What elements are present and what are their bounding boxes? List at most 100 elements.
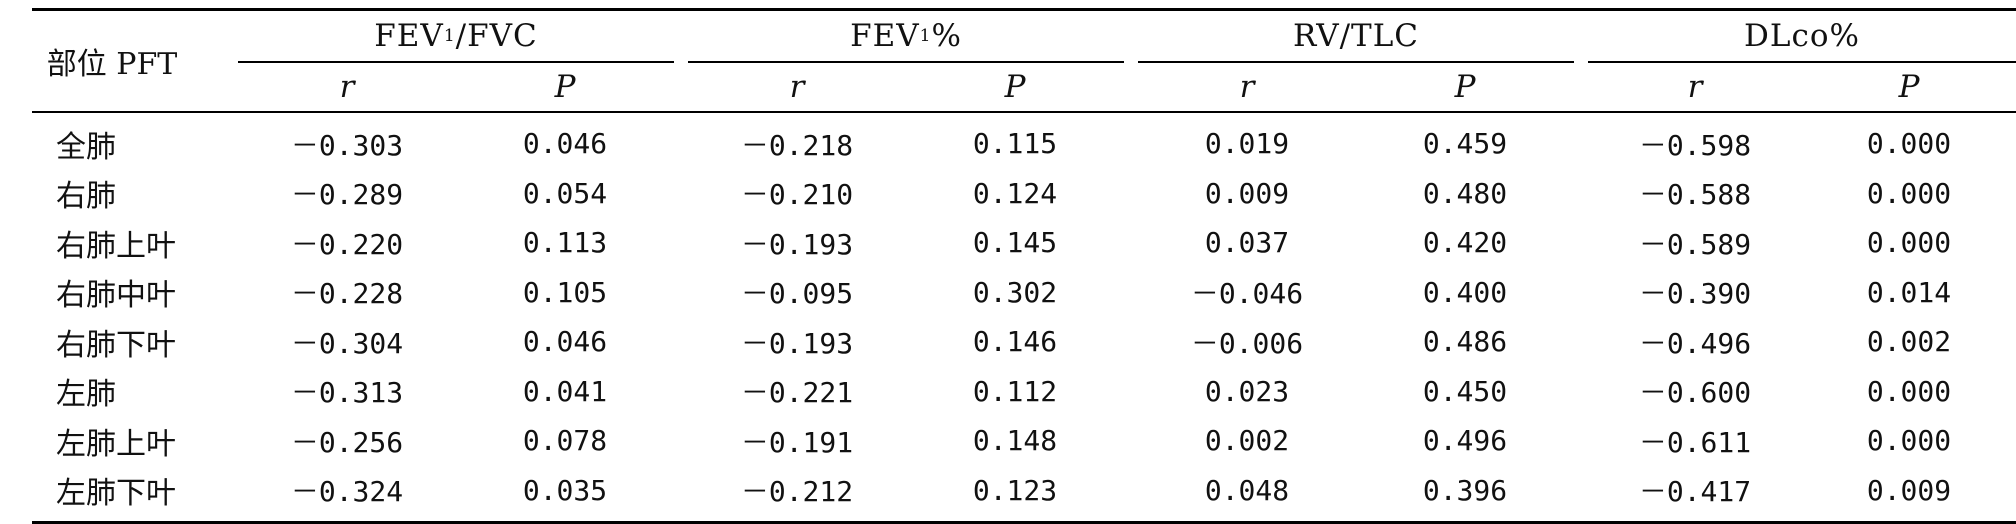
cell-fev1-fvc-r: －0.304 bbox=[290, 326, 404, 360]
cell-rv-tlc-p: 0.396 bbox=[1422, 473, 1508, 507]
cell-dlco-percent-r: －0.390 bbox=[1638, 277, 1752, 311]
cell-fev1-percent-r: －0.193 bbox=[740, 227, 854, 261]
stub-header: 部位 PFT bbox=[46, 47, 178, 82]
cell-rv-tlc-r: 0.037 bbox=[1204, 226, 1290, 260]
group-header-dlco-percent: DLco% r P bbox=[1588, 11, 2016, 111]
row-label: 右肺下叶 bbox=[56, 327, 176, 363]
table-row: 左肺下叶 －0.324 0.035 －0.212 0.123 0.048 0.3… bbox=[32, 466, 2016, 516]
cell-fev1-percent-p: 0.145 bbox=[972, 226, 1058, 260]
subheader-p: P bbox=[1898, 69, 1920, 105]
cell-fev1-percent-r: －0.095 bbox=[740, 277, 854, 311]
cell-fev1-fvc-r: －0.220 bbox=[290, 227, 404, 261]
cell-fev1-fvc-r: －0.228 bbox=[290, 277, 404, 311]
group-title-prefix: FEV bbox=[374, 18, 444, 54]
group-title: FEV 1/FVC bbox=[374, 18, 538, 54]
cell-rv-tlc-r: 0.009 bbox=[1204, 176, 1290, 210]
cell-fev1-fvc-r: －0.313 bbox=[290, 376, 404, 410]
cell-fev1-fvc-p: 0.046 bbox=[522, 325, 608, 359]
group-title: FEV 1% bbox=[850, 18, 962, 54]
cell-fev1-fvc-r: －0.256 bbox=[290, 425, 404, 459]
cell-dlco-percent-p: 0.000 bbox=[1866, 226, 1952, 260]
group-rule bbox=[688, 61, 1124, 63]
group-title-suffix: % bbox=[931, 18, 962, 54]
cell-dlco-percent-r: －0.496 bbox=[1638, 326, 1752, 360]
row-label: 左肺上叶 bbox=[56, 426, 176, 462]
cell-fev1-percent-p: 0.302 bbox=[972, 275, 1058, 309]
cell-fev1-fvc-p: 0.105 bbox=[522, 275, 608, 309]
page: 部位 PFT FEV 1/FVC r P FEV 1% r P bbox=[32, 8, 2016, 524]
group-title: RV/TLC bbox=[1138, 11, 1574, 61]
cell-fev1-percent-p: 0.124 bbox=[972, 176, 1058, 210]
row-label: 右肺中叶 bbox=[56, 278, 176, 314]
subheader-r: r bbox=[1687, 69, 1703, 105]
cell-fev1-fvc-r: －0.289 bbox=[290, 178, 404, 212]
table-body: 全肺 －0.303 0.046 －0.218 0.115 0.019 0.459… bbox=[32, 113, 2016, 521]
group-rule bbox=[1138, 61, 1574, 63]
cell-fev1-percent-p: 0.112 bbox=[972, 374, 1058, 408]
cell-rv-tlc-p: 0.459 bbox=[1422, 127, 1508, 161]
cell-dlco-percent-p: 0.000 bbox=[1866, 176, 1952, 210]
cell-fev1-fvc-r: －0.324 bbox=[290, 475, 404, 509]
subheader-r: r bbox=[789, 69, 805, 105]
cell-rv-tlc-r: 0.019 bbox=[1204, 127, 1290, 161]
group-header-fev1-percent: FEV 1% r P bbox=[688, 11, 1124, 111]
cell-rv-tlc-r: －0.046 bbox=[1190, 277, 1304, 311]
cell-rv-tlc-p: 0.486 bbox=[1422, 325, 1508, 359]
cell-fev1-percent-r: －0.221 bbox=[740, 376, 854, 410]
subheader-p: P bbox=[554, 69, 576, 105]
cell-dlco-percent-r: －0.588 bbox=[1638, 178, 1752, 212]
cell-rv-tlc-p: 0.420 bbox=[1422, 226, 1508, 260]
cell-dlco-percent-p: 0.002 bbox=[1866, 325, 1952, 359]
group-title-prefix: FEV bbox=[850, 18, 920, 54]
cell-fev1-fvc-p: 0.041 bbox=[522, 374, 608, 408]
row-label: 右肺上叶 bbox=[56, 228, 176, 264]
correlation-table: 部位 PFT FEV 1/FVC r P FEV 1% r P bbox=[32, 8, 2016, 524]
cell-dlco-percent-r: －0.600 bbox=[1638, 376, 1752, 410]
table-row: 全肺 －0.303 0.046 －0.218 0.115 0.019 0.459… bbox=[32, 119, 2016, 169]
cell-fev1-percent-p: 0.146 bbox=[972, 325, 1058, 359]
row-label: 左肺 bbox=[56, 377, 116, 413]
cell-fev1-percent-r: －0.191 bbox=[740, 425, 854, 459]
subheader-r: r bbox=[1239, 69, 1255, 105]
cell-fev1-percent-r: －0.218 bbox=[740, 128, 854, 162]
group-header-fev1-fvc: FEV 1/FVC r P bbox=[238, 11, 674, 111]
cell-rv-tlc-r: 0.023 bbox=[1204, 374, 1290, 408]
cell-dlco-percent-r: －0.417 bbox=[1638, 475, 1752, 509]
cell-dlco-percent-p: 0.009 bbox=[1866, 473, 1952, 507]
cell-rv-tlc-p: 0.496 bbox=[1422, 424, 1508, 458]
cell-fev1-percent-r: －0.193 bbox=[740, 326, 854, 360]
subheader-row: r P bbox=[1138, 63, 1574, 111]
cell-fev1-fvc-p: 0.035 bbox=[522, 473, 608, 507]
cell-dlco-percent-p: 0.000 bbox=[1866, 127, 1952, 161]
cell-fev1-fvc-p: 0.054 bbox=[522, 176, 608, 210]
subheader-row: r P bbox=[238, 63, 674, 111]
cell-fev1-percent-p: 0.115 bbox=[972, 127, 1058, 161]
cell-fev1-fvc-p: 0.046 bbox=[522, 127, 608, 161]
cell-dlco-percent-r: －0.611 bbox=[1638, 425, 1752, 459]
subheader-p: P bbox=[1454, 69, 1476, 105]
cell-dlco-percent-p: 0.014 bbox=[1866, 275, 1952, 309]
cell-rv-tlc-r: 0.048 bbox=[1204, 473, 1290, 507]
group-header-rv-tlc: RV/TLC r P bbox=[1138, 11, 1574, 111]
table-row: 右肺 －0.289 0.054 －0.210 0.124 0.009 0.480… bbox=[32, 169, 2016, 219]
subheader-row: r P bbox=[1588, 63, 2016, 111]
row-label: 左肺下叶 bbox=[56, 476, 176, 512]
group-title: DLco% bbox=[1588, 11, 2016, 61]
cell-rv-tlc-p: 0.480 bbox=[1422, 176, 1508, 210]
table-header: 部位 PFT FEV 1/FVC r P FEV 1% r P bbox=[32, 11, 2016, 113]
subheader-row: r P bbox=[688, 63, 1124, 111]
group-title-prefix: DLco% bbox=[1744, 18, 1860, 54]
subheader-p: P bbox=[1004, 69, 1026, 105]
cell-fev1-fvc-r: －0.303 bbox=[290, 128, 404, 162]
cell-rv-tlc-r: 0.002 bbox=[1204, 424, 1290, 458]
cell-dlco-percent-p: 0.000 bbox=[1866, 374, 1952, 408]
cell-dlco-percent-r: －0.598 bbox=[1638, 128, 1752, 162]
cell-rv-tlc-p: 0.450 bbox=[1422, 374, 1508, 408]
cell-rv-tlc-p: 0.400 bbox=[1422, 275, 1508, 309]
cell-fev1-percent-r: －0.212 bbox=[740, 475, 854, 509]
cell-rv-tlc-r: －0.006 bbox=[1190, 326, 1304, 360]
cell-fev1-percent-p: 0.123 bbox=[972, 473, 1058, 507]
cell-dlco-percent-r: －0.589 bbox=[1638, 227, 1752, 261]
group-rule bbox=[1588, 61, 2016, 63]
cell-fev1-percent-r: －0.210 bbox=[740, 178, 854, 212]
